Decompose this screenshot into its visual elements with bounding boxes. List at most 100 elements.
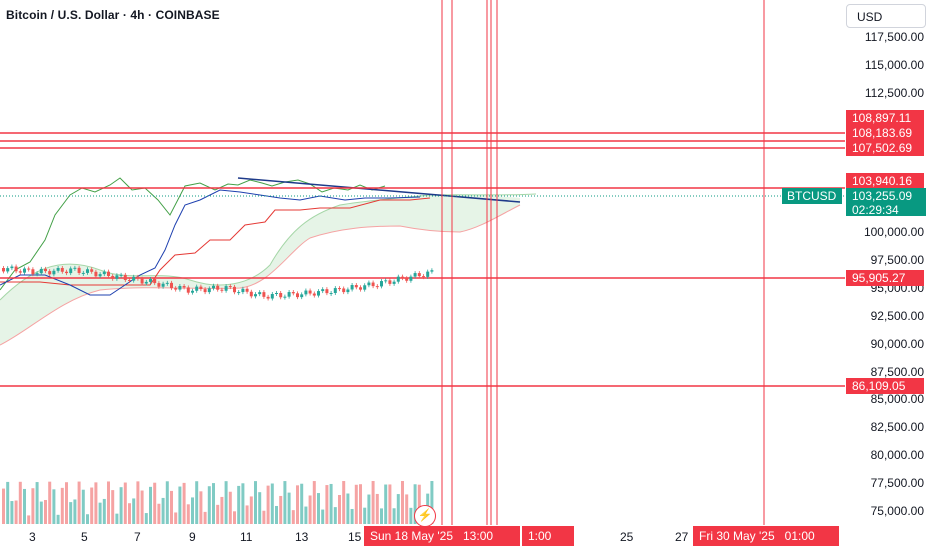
- volume-bar: [409, 507, 413, 524]
- volume-bar: [144, 513, 148, 524]
- volume-bar: [254, 481, 257, 524]
- volume-bar: [35, 482, 39, 524]
- volume-bar: [367, 494, 371, 524]
- candle-body: [275, 292, 278, 295]
- time-axis-label: 13: [295, 530, 309, 544]
- level-price-tag[interactable]: 107,502.69: [846, 140, 924, 156]
- last-price-value: 103,255.09: [852, 189, 913, 203]
- candle-body: [430, 270, 434, 272]
- volume-bar: [287, 492, 291, 524]
- trend-line: [237, 177, 521, 203]
- volume-bar: [90, 487, 94, 524]
- candle-body: [384, 280, 388, 282]
- candle-body: [249, 291, 253, 297]
- time-axis-label: 7: [134, 530, 141, 544]
- price-axis-label: 77,500.00: [870, 476, 924, 490]
- volume-bar: [249, 496, 253, 524]
- candle-body: [233, 286, 236, 293]
- volume-bar: [350, 508, 354, 524]
- volume-bar: [396, 494, 400, 524]
- crosshair-time-tag: Sun 18 May '25 13:00: [364, 526, 520, 546]
- candle-body: [401, 276, 404, 279]
- volume-bar: [321, 509, 325, 524]
- volume-bar: [329, 483, 333, 524]
- candle-body: [149, 279, 152, 282]
- volume-bar: [60, 487, 64, 524]
- volume-bar: [81, 489, 85, 524]
- volume-bar: [199, 491, 203, 524]
- volume-bar: [73, 499, 77, 524]
- price-axis-label: 92,500.00: [870, 309, 924, 323]
- price-axis-label: 100,000.00: [863, 225, 924, 239]
- level-price-tag[interactable]: 103,940.16: [846, 173, 924, 189]
- base-line: [0, 197, 431, 286]
- volume-bar: [291, 510, 295, 524]
- candle-body: [220, 289, 224, 291]
- volume-bar: [14, 500, 18, 524]
- volume-bar: [296, 485, 299, 524]
- price-axis-label: 117,500.00: [864, 30, 924, 44]
- candle-body: [178, 285, 182, 290]
- volume-bar: [392, 508, 396, 524]
- candle-body: [224, 286, 228, 291]
- volume-bar: [258, 492, 262, 524]
- volume-bar: [275, 505, 278, 524]
- candle-body: [405, 278, 409, 281]
- candle-body: [321, 289, 325, 292]
- candle-body: [115, 275, 119, 279]
- candle-body: [94, 271, 98, 277]
- lagging-span-line: [0, 177, 386, 291]
- volume-bar: [308, 495, 312, 524]
- candle-body: [10, 266, 14, 269]
- time-axis-label: 27: [675, 530, 689, 544]
- level-price-tag[interactable]: 95,905.27: [846, 270, 924, 286]
- bar-countdown: 02:29:34: [852, 203, 899, 217]
- candle-body: [296, 293, 299, 298]
- volume-bar: [359, 484, 362, 524]
- candle-body: [157, 283, 161, 287]
- volume-bar: [233, 511, 236, 524]
- candle-body: [81, 272, 85, 274]
- currency-button[interactable]: USD: [846, 4, 926, 28]
- candle-body: [191, 290, 194, 293]
- candle-body: [52, 270, 56, 275]
- volume-bar: [107, 481, 110, 524]
- volume-bar: [77, 481, 81, 524]
- candle-body: [354, 285, 358, 288]
- level-price-tag[interactable]: 108,183.69: [846, 125, 924, 141]
- candle-body: [258, 292, 262, 295]
- price-axis-label: 112,500.00: [864, 86, 924, 100]
- volume-bar: [241, 483, 245, 524]
- candle-body: [287, 292, 291, 297]
- candle-body: [342, 288, 346, 293]
- candle-body: [363, 285, 367, 290]
- candle-body: [132, 276, 136, 281]
- level-price-tag[interactable]: 86,109.05: [846, 378, 924, 394]
- candle-body: [426, 271, 430, 277]
- volume-bar: [191, 497, 194, 524]
- candle-body: [182, 285, 186, 288]
- volume-bar: [27, 515, 31, 524]
- time-axis-label: 15: [348, 530, 362, 544]
- candle-body: [119, 274, 123, 276]
- volume-bar: [102, 498, 106, 524]
- candle-body: [329, 293, 333, 295]
- candle-body: [170, 282, 173, 289]
- candle-body: [409, 276, 413, 281]
- candle-body: [136, 276, 140, 279]
- volume-bar: [6, 481, 10, 524]
- candle-body: [237, 292, 241, 294]
- candle-body: [375, 286, 379, 288]
- level-price-tag[interactable]: 108,897.11: [846, 110, 924, 126]
- time-axis-label: 9: [189, 530, 196, 544]
- candle-body: [279, 292, 283, 298]
- candle-body: [388, 280, 392, 284]
- candle-body: [422, 276, 425, 278]
- candle-body: [128, 280, 131, 282]
- volume-bar: [23, 488, 26, 524]
- volume-bar: [333, 507, 337, 524]
- lightning-icon[interactable]: ⚡: [414, 505, 436, 527]
- volume-bar: [279, 495, 283, 524]
- candle-body: [77, 267, 81, 273]
